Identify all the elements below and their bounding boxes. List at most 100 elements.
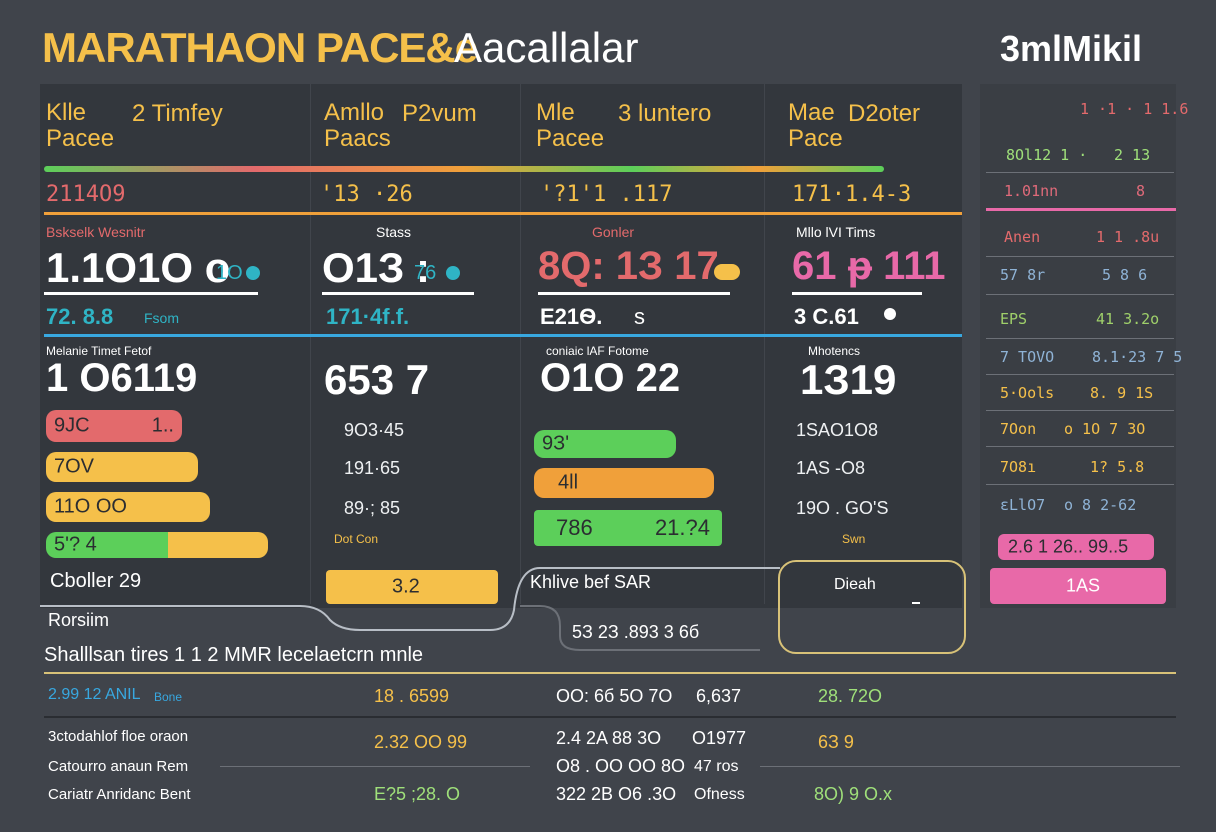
col-1-sub: 2 Timfey	[132, 100, 223, 127]
sidebar-row-key: EPS	[1000, 310, 1028, 328]
sidebar-row-val: 5 8 6	[1102, 266, 1148, 284]
summary-row-a2: Bone	[154, 690, 183, 704]
underline	[44, 292, 258, 295]
summary-row-c: O8 . OO OO 8O	[556, 756, 686, 776]
summary-divider-yellow	[44, 672, 1176, 674]
app-title: MARATHAON PACE&e	[42, 24, 478, 71]
s2-col4-label: Mhotencs	[808, 344, 861, 358]
bar-orange-2: 4ll	[534, 468, 714, 498]
sidebar-row-val: 41 3.2o	[1096, 310, 1160, 328]
bar-red: 9JC 1..	[46, 410, 182, 442]
summary-row-a: Cariatr Anridanc Bent	[48, 786, 191, 803]
s2-col2-big: 653 7	[324, 356, 430, 403]
app-subtitle: Aacallalar	[454, 24, 639, 71]
summary-row-a: Catourro anaun Rem	[48, 758, 189, 775]
col-1-value: 2114O9	[46, 182, 126, 207]
sidebar-row-key: 57 8r	[1000, 266, 1046, 284]
summary-divider	[220, 766, 530, 767]
col-divider	[764, 84, 765, 604]
sidebar-header: 1 ·1 · 1 1.6	[1080, 100, 1189, 118]
underline	[322, 292, 474, 295]
divider-blue	[44, 334, 962, 337]
col-1-dot-icon	[246, 266, 260, 280]
bar-yellow-2: 3.2	[326, 570, 498, 604]
col-3-stat-label: Gonler	[592, 224, 635, 240]
summary-row-c: OO: 6б 5O 7O	[556, 686, 673, 706]
summary-row-e: 8O) 9 O.x	[814, 784, 893, 804]
col-divider	[520, 84, 521, 604]
sidebar-divider	[986, 484, 1174, 485]
s2-col4-big: 1З19	[800, 356, 897, 403]
summary-row-b: 18 . 6599	[374, 686, 450, 706]
col-2-sub: P2vum	[402, 100, 477, 127]
bar-yellow: 7OV	[46, 452, 198, 482]
col-1-detail: 72. 8.8	[46, 304, 114, 329]
bar-orange: 11O OO	[46, 492, 210, 522]
col-4-header: Mae Pace	[788, 99, 843, 152]
sidebar-row-val: 8.1·23 7 5	[1092, 348, 1183, 366]
col-divider	[310, 84, 311, 604]
sidebar-row-val: o 8 2-62	[1064, 496, 1137, 514]
summary-row-d: Ofness	[694, 786, 745, 803]
summary-row-a: 2.99 12 ANIL	[48, 686, 141, 703]
sidebar-row-val: 8	[1136, 182, 1146, 200]
col-2-detail: 171·4f.f.	[326, 304, 410, 329]
col-3-big-stat: 8Q: 1З 17	[538, 244, 719, 288]
s2-col2-small: Dot Con	[334, 532, 379, 546]
sidebar-row-val: 1? 5.8	[1090, 458, 1145, 476]
col-4-big-stat: 61 ᵽ 111	[792, 244, 946, 288]
sidebar-row-key: ɛLlO7	[1000, 496, 1046, 514]
summary-row-a: 3ctodahlof floe oraon	[48, 728, 189, 745]
summary-row-b: 2.32 OO 99	[374, 732, 468, 752]
s2-col2-row: 9O3·45	[344, 420, 405, 440]
col-4-value: 171·1.4-3	[792, 182, 912, 207]
summary-row-b: E?5 ;28. O	[374, 784, 461, 804]
col-1-big-stat: 1.1O1O o	[46, 244, 231, 291]
col-1-detail-unit: Fsom	[144, 310, 179, 326]
sidebar-pink-button[interactable]: 1АS	[990, 568, 1166, 604]
sidebar-pink-row: 2.6 1 26.. 99..5	[998, 534, 1154, 560]
s2-col2-row: 191·65	[344, 458, 401, 478]
sidebar-divider	[986, 410, 1174, 411]
s2-col4-row: 19O . GO'S	[796, 498, 889, 518]
col-1-dot-label: 1O	[216, 262, 243, 284]
summary-divider	[760, 766, 1180, 767]
col-2-dot-icon	[446, 266, 460, 280]
sidebar-divider	[986, 172, 1174, 173]
s2-col1-footer2: Rorsiim	[48, 610, 109, 630]
summary-row-d: 6,637	[696, 686, 742, 706]
sidebar-divider	[986, 338, 1174, 339]
col-3-value: '?1'1 .117	[540, 182, 673, 207]
s2-col1-footer: Cboller 29	[50, 570, 142, 592]
bar-green-2: 9З'	[534, 430, 676, 458]
summary-row-c: 2.4 2A 88 3O	[556, 728, 662, 748]
sidebar-row-val: o 1O 7 3O	[1064, 420, 1146, 438]
sidebar-row-key: Anen	[1004, 228, 1041, 246]
underline	[792, 292, 922, 295]
col-4-dot-icon	[884, 308, 896, 320]
s2-col3-big: O1O 22	[540, 356, 681, 400]
s2-col2-row: 89·; 85	[344, 498, 401, 518]
col-4-stat-label: Mllo lVI Tims	[796, 224, 876, 240]
sidebar-divider	[986, 446, 1174, 447]
progress-stripe	[44, 166, 884, 172]
col-2-dot-label: 76	[414, 262, 437, 284]
col-4-sub: D2oter	[848, 100, 921, 127]
sidebar-row-key: 7Oon	[1000, 420, 1037, 438]
s2-col4-row: 1SAO1O8	[796, 420, 879, 440]
col-3-dot-icon	[714, 264, 740, 280]
sidebar-divider	[986, 374, 1174, 375]
sidebar-divider	[986, 294, 1174, 295]
sidebar-row-key: 5·Ools	[1000, 384, 1055, 402]
s2-col1-big: 1 O6119	[46, 356, 198, 400]
summary-divider	[44, 716, 1176, 718]
col-1-stat-label: Bskselk Wesnitr	[46, 224, 146, 240]
col-1-header: Klle Pacee	[46, 99, 115, 152]
s2-col3-footer: Khlive bef SAR	[530, 572, 652, 592]
dieah-box[interactable]	[778, 560, 966, 654]
sidebar-row-val: 8. 9 1S	[1090, 384, 1154, 402]
s2-col3-label: coniaic lAF Fotome	[546, 344, 649, 358]
summary-row-d: O1977	[692, 728, 747, 748]
s2-col4-row: 1AS -O8	[796, 458, 866, 478]
underline	[538, 292, 730, 295]
